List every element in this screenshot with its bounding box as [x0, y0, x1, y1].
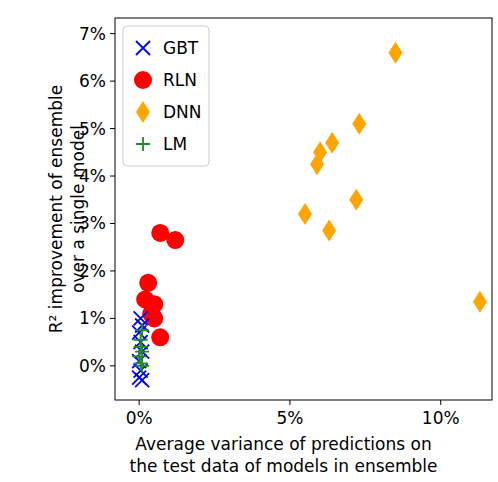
plot-frame: [115, 18, 492, 400]
point: [473, 291, 487, 313]
point: [135, 359, 149, 373]
chart: 0%5%10%0%1%2%3%4%5%6%7%Average variance …: [0, 0, 498, 482]
x-tick-label: 0%: [126, 408, 153, 428]
x-tick-label: 5%: [276, 408, 303, 428]
y-tick: [110, 128, 115, 129]
point: [352, 113, 366, 135]
x-axis-label-line: Average variance of predictions on: [135, 434, 431, 454]
legend-marker: [136, 137, 150, 151]
point: [135, 323, 149, 337]
legend-label: LM: [163, 134, 187, 154]
legend-box: [123, 26, 209, 166]
point: [298, 203, 312, 225]
x-tick: [289, 400, 290, 405]
point: [349, 189, 363, 211]
x-tick-label: 10%: [422, 408, 460, 428]
y-axis-label: R² improvement of ensembleover a single …: [46, 85, 88, 333]
point: [310, 153, 324, 175]
legend-marker: [136, 41, 150, 55]
point: [139, 274, 157, 292]
y-tick: [110, 81, 115, 82]
y-axis-label-line: over a single model: [68, 125, 88, 293]
y-tick: [110, 318, 115, 319]
y-tick: [110, 176, 115, 177]
legend-label: RLN: [163, 70, 197, 90]
legend-label: DNN: [163, 102, 202, 122]
point: [325, 132, 339, 154]
y-tick: [110, 365, 115, 366]
point: [388, 42, 402, 64]
point: [166, 231, 184, 249]
legend-label: GBT: [163, 38, 199, 58]
y-tick: [110, 270, 115, 271]
y-tick-label: 7%: [79, 24, 106, 44]
y-tick: [110, 33, 115, 34]
point: [322, 220, 336, 242]
point: [134, 333, 148, 347]
y-axis-label-line: R² improvement of ensemble: [46, 85, 66, 333]
x-tick: [440, 400, 441, 405]
legend-marker: [136, 101, 150, 123]
legend: GBT RLN DNN LM: [123, 26, 209, 166]
x-tick: [139, 400, 140, 405]
x-axis-label: Average variance of predictions onthe te…: [129, 434, 437, 476]
y-tick: [110, 223, 115, 224]
y-tick-label: 6%: [79, 71, 106, 91]
x-axis-label-line: the test data of models in ensemble: [129, 456, 437, 476]
point: [132, 371, 146, 385]
point: [151, 328, 169, 346]
y-tick-label: 0%: [79, 356, 106, 376]
point: [132, 349, 146, 363]
point: [134, 356, 148, 370]
legend-marker: [134, 71, 152, 89]
y-tick-label: 1%: [79, 308, 106, 328]
